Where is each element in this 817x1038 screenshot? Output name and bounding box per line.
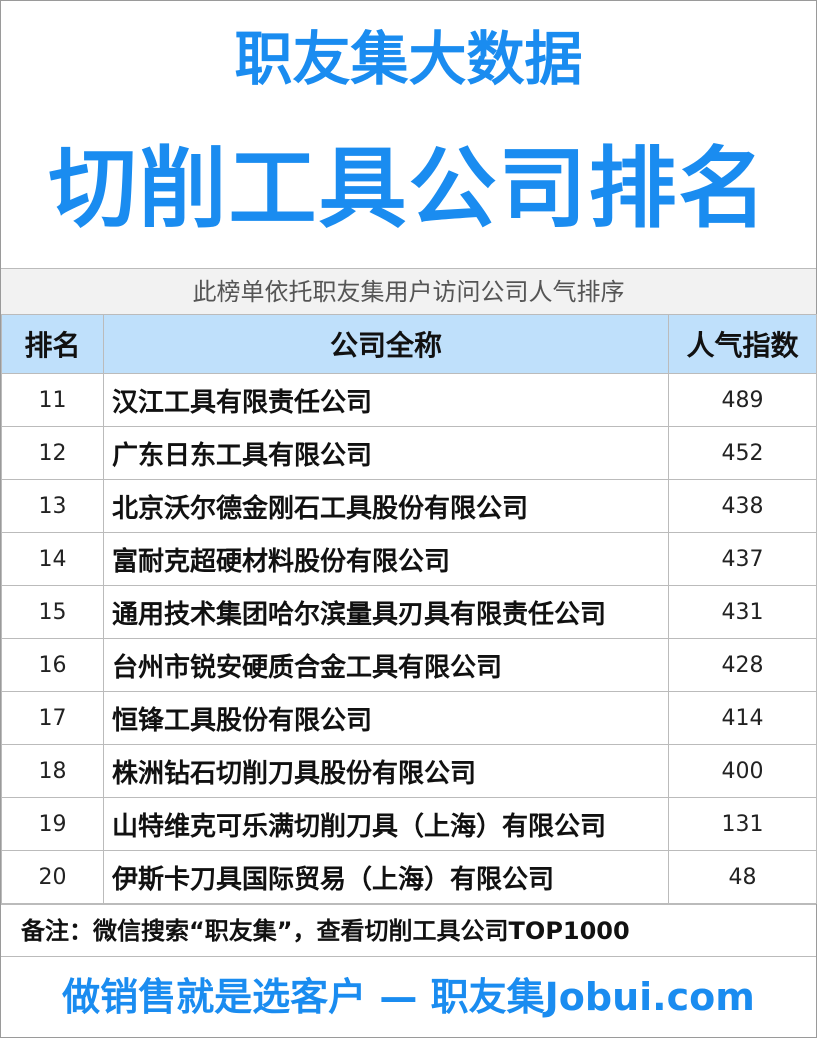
company-name: 台州市锐安硬质合金工具有限公司 [103, 638, 669, 692]
header-row: 排名 公司全称 人气指数 [1, 314, 817, 374]
company-name: 汉江工具有限责任公司 [103, 373, 669, 427]
rank: 12 [1, 426, 104, 480]
popularity: 431 [668, 585, 817, 639]
table-row: 17 恒锋工具股份有限公司 414 [1, 691, 817, 745]
rank: 19 [1, 797, 104, 851]
rank: 14 [1, 532, 104, 586]
description: 此榜单依托职友集用户访问公司人气排序 [1, 268, 816, 315]
popularity: 452 [668, 426, 817, 480]
table-row: 20 伊斯卡刀具国际贸易（上海）有限公司 48 [1, 850, 817, 904]
table-row: 19 山特维克可乐满切削刀具（上海）有限公司 131 [1, 797, 817, 851]
rank: 16 [1, 638, 104, 692]
rank: 13 [1, 479, 104, 533]
table-body: 11 汉江工具有限责任公司 489 12 广东日东工具有限公司 452 13 北京沃尔德金刚石… [1, 373, 817, 904]
company-name: 广东日东工具有限公司 [103, 426, 669, 480]
rank: 20 [1, 850, 104, 904]
table-row: 13 北京沃尔德金刚石工具股份有限公司 438 [1, 479, 817, 533]
popularity: 437 [668, 532, 817, 586]
note: 备注：微信搜索“职友集”，查看切削工具公司TOP1000 [1, 904, 816, 957]
ranking-table: 排名 公司全称 人气指数 11 汉江工具有限责任公司 489 12 广东日东工具有限公司 45… [1, 314, 817, 904]
subtitle: 切削工具公司排名 [48, 137, 769, 240]
column-header: 排名 [1, 314, 104, 374]
company-name: 富耐克超硬材料股份有限公司 [103, 532, 669, 586]
company-name: 山特维克可乐满切削刀具（上海）有限公司 [103, 797, 669, 851]
table-row: 12 广东日东工具有限公司 452 [1, 426, 817, 480]
popularity: 438 [668, 479, 817, 533]
company-name: 恒锋工具股份有限公司 [103, 691, 669, 745]
popularity: 489 [668, 373, 817, 427]
footer: 做销售就是选客户 — 职友集Jobui.com [1, 956, 816, 1038]
table-row: 15 通用技术集团哈尔滨量具刃具有限责任公司 431 [1, 585, 817, 639]
table-row: 16 台州市锐安硬质合金工具有限公司 428 [1, 638, 817, 692]
rank: 15 [1, 585, 104, 639]
title: 职友集大数据 [234, 25, 583, 93]
popularity: 131 [668, 797, 817, 851]
rank: 11 [1, 373, 104, 427]
popularity: 414 [668, 691, 817, 745]
rank: 17 [1, 691, 104, 745]
column-header: 人气指数 [668, 314, 817, 374]
popularity: 48 [668, 850, 817, 904]
company-name: 伊斯卡刀具国际贸易（上海）有限公司 [103, 850, 669, 904]
rank: 18 [1, 744, 104, 798]
company-name: 株洲钻石切削刀具股份有限公司 [103, 744, 669, 798]
company-name: 通用技术集团哈尔滨量具刃具有限责任公司 [103, 585, 669, 639]
table-row: 11 汉江工具有限责任公司 489 [1, 373, 817, 427]
popularity: 428 [668, 638, 817, 692]
popularity: 400 [668, 744, 817, 798]
table-row: 18 株洲钻石切削刀具股份有限公司 400 [1, 744, 817, 798]
table-row: 14 富耐克超硬材料股份有限公司 437 [1, 532, 817, 586]
company-name: 北京沃尔德金刚石工具股份有限公司 [103, 479, 669, 533]
column-header: 公司全称 [103, 314, 669, 374]
